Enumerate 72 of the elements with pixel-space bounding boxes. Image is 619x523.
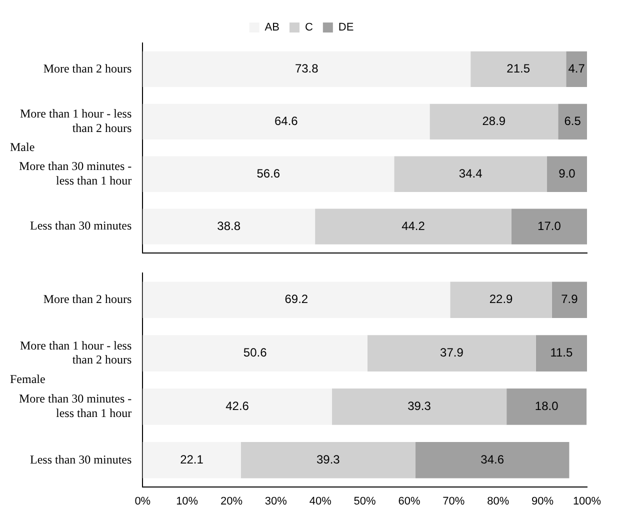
data-label: 37.9 [440, 346, 464, 360]
data-label: 64.6 [274, 114, 298, 128]
data-label: 44.2 [402, 218, 426, 233]
data-label: 22.9 [489, 292, 514, 306]
bar [142, 156, 394, 192]
y-axis-title: Male [10, 140, 35, 154]
x-tick-label: 0% [134, 495, 151, 508]
bar [142, 388, 332, 425]
bar [240, 442, 416, 478]
x-tick-label: 30% [264, 495, 288, 508]
bar [415, 442, 570, 478]
bar [552, 282, 587, 318]
data-label: 22.1 [180, 452, 204, 466]
y-tick-label: More than 30 minutes - less than 1 hour [18, 392, 132, 420]
bar [332, 388, 507, 425]
bar [430, 104, 558, 140]
bar [142, 51, 471, 88]
legend-label: DE [338, 22, 354, 34]
y-tick-label: More than 1 hour - less than 2 hours [20, 338, 132, 367]
y-tick-label: Less than 30 minutes [30, 218, 132, 233]
bar [142, 208, 316, 244]
data-label: 42.6 [226, 399, 250, 414]
bar [470, 51, 566, 88]
x-tick-label: 60% [398, 495, 420, 508]
x-tick-label: 80% [487, 495, 510, 508]
bar [558, 104, 587, 140]
x-tick-label: 40% [309, 495, 332, 508]
data-label: 56.6 [256, 166, 280, 180]
data-label: 34.6 [480, 452, 504, 466]
data-label: 9.0 [558, 166, 576, 180]
y-tick-label: More than 2 hours [43, 61, 132, 76]
x-tick-label: 10% [176, 495, 198, 508]
bar [506, 388, 587, 425]
bar [450, 282, 552, 318]
data-label: 17.0 [538, 218, 562, 233]
legend-label: C [304, 22, 313, 34]
bar [142, 335, 368, 372]
bar [394, 156, 548, 192]
bar [511, 208, 587, 244]
x-tick-label: 100% [572, 495, 602, 508]
data-label: 28.9 [482, 114, 506, 128]
x-tick-label: 70% [442, 495, 465, 508]
data-label: 18.0 [534, 399, 559, 414]
y-tick-label: More than 30 minutes - less than 1 hour [18, 159, 132, 188]
data-label: 7.9 [561, 292, 578, 306]
bar [142, 442, 241, 478]
legend-label: AB [264, 22, 280, 34]
data-label: 11.5 [550, 346, 574, 360]
bar [142, 104, 430, 140]
bar [547, 156, 587, 192]
y-axis-title: Female [10, 372, 46, 386]
x-tick-label: 50% [354, 495, 376, 508]
bar [142, 282, 450, 318]
data-label: 34.4 [458, 166, 483, 180]
x-tick-label: 90% [532, 495, 554, 508]
y-tick-label: More than 2 hours [43, 292, 132, 306]
data-label: 39.3 [316, 452, 340, 466]
y-tick-label: More than 1 hour - less than 2 hours [20, 106, 132, 136]
bar [315, 208, 512, 244]
bar [367, 335, 536, 372]
data-label: 21.5 [506, 62, 530, 76]
data-label: 69.2 [284, 292, 308, 306]
data-label: 73.8 [294, 62, 319, 76]
data-label: 6.5 [564, 114, 582, 128]
y-tick-label: Less than 30 minutes [30, 452, 132, 466]
bar [536, 335, 587, 372]
data-label: 50.6 [243, 346, 268, 360]
data-label: 38.8 [217, 218, 241, 233]
data-label: 39.3 [408, 399, 432, 414]
x-tick-label: 20% [220, 495, 243, 508]
data-label: 4.7 [568, 62, 586, 76]
bar [566, 51, 587, 88]
